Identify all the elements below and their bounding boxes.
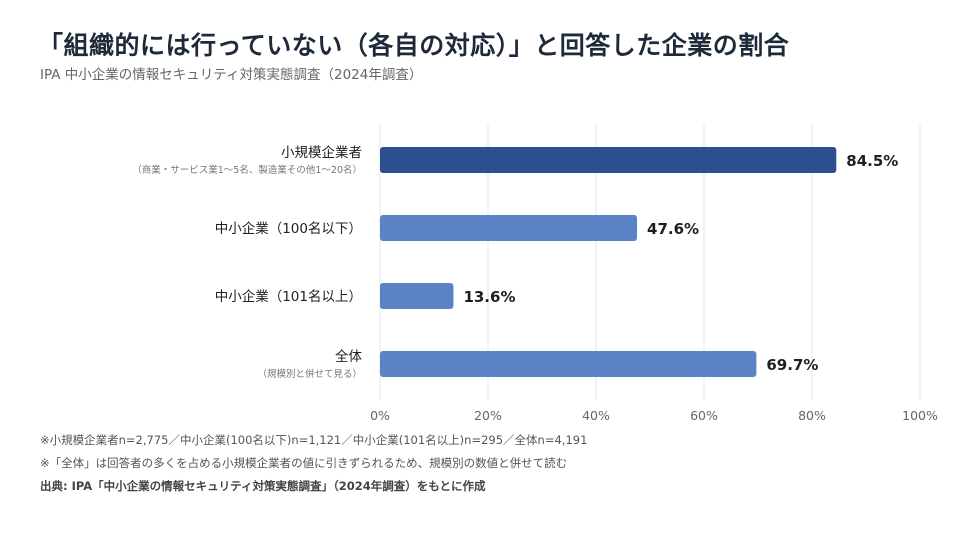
bar-value-label: 47.6%: [647, 220, 699, 238]
category-sublabel: （商業・サービス業1〜5名、製造業その他1〜20名）: [132, 164, 362, 176]
source-note: 出典: IPA「中小企業の情報セキュリティ対策実態調査」（2024年調査）をもと…: [40, 479, 486, 493]
bar-0: [380, 147, 837, 173]
footnote-reading-guide: ※「全体」は回答者の多くを占める小規模企業者の値に引きずられるため、規模別の数値…: [40, 456, 568, 470]
category-label: 小規模企業者: [281, 144, 362, 161]
bar-2: [380, 283, 454, 309]
x-tick-label: 20%: [474, 408, 502, 423]
x-tick-label: 60%: [690, 408, 718, 423]
chart-subtitle: IPA 中小企業の情報セキュリティ対策実態調査（2024年調査）: [40, 67, 423, 83]
bar-value-label: 69.7%: [766, 356, 818, 374]
x-tick-label: 40%: [582, 408, 610, 423]
x-tick-label: 80%: [798, 408, 826, 423]
bar-value-label: 13.6%: [463, 288, 515, 306]
category-label: 全体: [335, 348, 362, 365]
bar-chart: 0% 20% 40% 60% 80% 100% 84.5% 小規模企業者 （商業・サービス業1〜…: [132, 124, 938, 423]
bar-value-label: 84.5%: [846, 152, 898, 170]
footnotes: ※小規模企業者n=2,775／中小企業(100名以下)n=1,121／中小企業(…: [40, 432, 587, 501]
category-label: 中小企業（100名以下）: [215, 220, 362, 237]
category-sublabel: （規模別と併せて見る）: [257, 368, 362, 380]
footnote-sample-size: ※小規模企業者n=2,775／中小企業(100名以下)n=1,121／中小企業(…: [40, 433, 588, 447]
bar-1: [380, 215, 638, 241]
category-label: 中小企業（101名以上）: [215, 288, 362, 305]
x-tick-label: 100%: [902, 408, 938, 423]
x-tick-label: 0%: [370, 408, 390, 423]
chart-title: 「組織的には行っていない（各自の対応）」と回答した企業の割合: [38, 31, 790, 60]
bar-3: [380, 351, 757, 377]
